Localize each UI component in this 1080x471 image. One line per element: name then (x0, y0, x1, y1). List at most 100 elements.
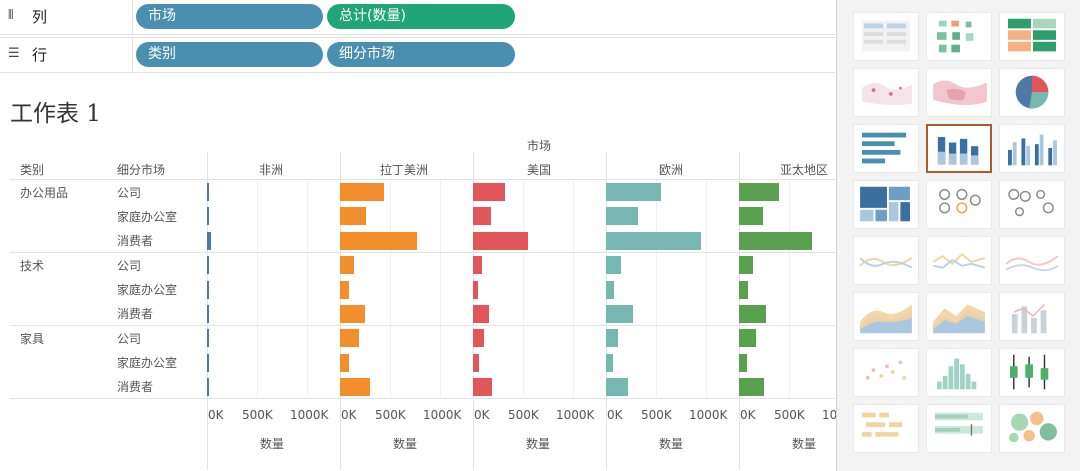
axis-tick: 0K (474, 408, 490, 422)
horizontal-bars-icon[interactable] (853, 124, 919, 173)
bar-欧洲-技术-家庭办公室[interactable] (606, 280, 614, 299)
histogram-icon[interactable] (926, 348, 992, 397)
gantt-chart-icon[interactable] (853, 404, 919, 453)
bar-欧洲-技术-消费者[interactable] (606, 305, 633, 323)
highlight-table-icon[interactable] (999, 12, 1065, 61)
symbol-map-icon[interactable] (853, 68, 919, 117)
bar-美国-技术-消费者[interactable] (473, 305, 489, 323)
bar-拉丁美洲-家具-消费者[interactable] (340, 378, 370, 397)
axis-tick: 500K (774, 408, 805, 422)
axis-title: 数量 (659, 437, 684, 451)
bar-欧洲-技术-公司[interactable] (606, 256, 621, 275)
line-discrete-icon[interactable] (926, 236, 992, 285)
bar-非洲-家具-家庭办公室[interactable] (207, 353, 209, 372)
bar-亚太地区-家具-家庭办公室[interactable] (739, 353, 747, 372)
treemap-icon[interactable] (853, 180, 919, 229)
segment-label: 公司 (117, 259, 142, 273)
box-whisker-icon[interactable] (999, 348, 1065, 397)
bar-拉丁美洲-办公用品-公司[interactable] (340, 183, 384, 201)
bar-欧洲-办公用品-消费者[interactable] (606, 231, 701, 250)
heat-map-icon[interactable] (926, 12, 992, 61)
bar-美国-技术-公司[interactable] (473, 256, 482, 275)
value-gridline (789, 180, 790, 397)
bar-美国-办公用品-公司[interactable] (473, 183, 505, 201)
bullet-graph-icon[interactable] (926, 404, 992, 453)
bar-欧洲-家具-家庭办公室[interactable] (606, 353, 613, 372)
rows-shelf-label: 行 (32, 46, 48, 64)
pill-category[interactable]: 类别 (136, 42, 323, 67)
side-by-side-circles-icon[interactable] (999, 180, 1065, 229)
dual-lines-icon[interactable] (999, 236, 1065, 285)
bar-非洲-家具-消费者[interactable] (207, 378, 209, 397)
circle-views-icon[interactable] (926, 180, 992, 229)
area-discrete-icon[interactable] (926, 292, 992, 341)
pie-chart-icon[interactable] (999, 68, 1065, 117)
bar-欧洲-家具-公司[interactable] (606, 329, 618, 348)
pill-segment[interactable]: 细分市场 (327, 42, 515, 67)
axis-tick: 500K (375, 408, 406, 422)
bar-非洲-办公用品-家庭办公室[interactable] (207, 207, 209, 226)
shelf-divider (132, 0, 133, 34)
bar-亚太地区-家具-消费者[interactable] (739, 378, 764, 397)
rows-icon: ☰ (8, 46, 20, 61)
area-continuous-icon[interactable] (853, 292, 919, 341)
pill-total-quantity[interactable]: 总计(数量) (327, 4, 515, 29)
bar-非洲-技术-消费者[interactable] (207, 305, 209, 323)
bar-非洲-家具-公司[interactable] (207, 329, 209, 348)
bar-拉丁美洲-技术-消费者[interactable] (340, 305, 365, 323)
category-label-tech: 技术 (20, 259, 45, 273)
bar-欧洲-办公用品-家庭办公室[interactable] (606, 207, 638, 226)
bar-非洲-技术-公司[interactable] (207, 256, 209, 275)
segment-label: 公司 (117, 186, 142, 200)
bar-欧洲-办公用品-公司[interactable] (606, 183, 661, 201)
axis-tick: 500K (508, 408, 539, 422)
columns-shelf[interactable]: ⫴ 列 市场 总计(数量) (0, 0, 835, 35)
pill-market[interactable]: 市场 (136, 4, 323, 29)
bar-美国-家具-公司[interactable] (473, 329, 484, 348)
bar-亚太地区-办公用品-家庭办公室[interactable] (739, 207, 763, 226)
sheet-title: 工作表 1 (10, 101, 101, 127)
row-header-category: 类别 (20, 163, 45, 177)
bar-亚太地区-技术-家庭办公室[interactable] (739, 280, 748, 299)
packed-bubbles-icon[interactable] (999, 404, 1065, 453)
stacked-bars-icon[interactable] (926, 124, 992, 173)
axis-title: 数量 (260, 437, 285, 451)
text-table-icon[interactable] (853, 12, 919, 61)
value-gridline (257, 180, 258, 397)
bar-拉丁美洲-家具-家庭办公室[interactable] (340, 353, 349, 372)
bar-拉丁美洲-办公用品-家庭办公室[interactable] (340, 207, 366, 226)
bar-亚太地区-办公用品-公司[interactable] (739, 183, 779, 201)
bar-非洲-技术-家庭办公室[interactable] (207, 280, 209, 299)
columns-icon: ⫴ (8, 8, 14, 23)
bar-美国-家具-家庭办公室[interactable] (473, 353, 479, 372)
line-continuous-icon[interactable] (853, 236, 919, 285)
columns-shelf-label: 列 (32, 8, 48, 26)
axis-tick: 0K (341, 408, 357, 422)
bar-亚太地区-技术-消费者[interactable] (739, 305, 766, 323)
bar-美国-技术-家庭办公室[interactable] (473, 280, 478, 299)
bar-美国-办公用品-家庭办公室[interactable] (473, 207, 491, 226)
bar-拉丁美洲-技术-家庭办公室[interactable] (340, 280, 349, 299)
value-gridline (390, 180, 391, 397)
bar-非洲-办公用品-消费者[interactable] (207, 231, 211, 250)
bar-非洲-办公用品-公司[interactable] (207, 183, 209, 201)
bar-拉丁美洲-技术-公司[interactable] (340, 256, 354, 275)
dual-combination-icon[interactable] (999, 292, 1065, 341)
segment-label: 家庭办公室 (117, 210, 178, 224)
axis-tick: 1000K (290, 408, 329, 422)
side-by-side-bars-icon[interactable] (999, 124, 1065, 173)
bar-美国-家具-消费者[interactable] (473, 378, 492, 397)
show-me-panel (836, 0, 1080, 471)
filled-map-icon[interactable] (926, 68, 992, 117)
bar-拉丁美洲-办公用品-消费者[interactable] (340, 231, 417, 250)
bar-亚太地区-家具-公司[interactable] (739, 329, 756, 348)
bar-拉丁美洲-家具-公司[interactable] (340, 329, 359, 348)
rows-shelf[interactable]: ☰ 行 类别 细分市场 (0, 37, 835, 73)
bar-美国-办公用品-消费者[interactable] (473, 231, 528, 250)
bar-欧洲-家具-消费者[interactable] (606, 378, 628, 397)
axis-tick: 0K (208, 408, 224, 422)
segment-label: 消费者 (117, 380, 154, 394)
scatter-plot-icon[interactable] (853, 348, 919, 397)
bar-亚太地区-技术-公司[interactable] (739, 256, 753, 275)
bar-亚太地区-办公用品-消费者[interactable] (739, 231, 812, 250)
